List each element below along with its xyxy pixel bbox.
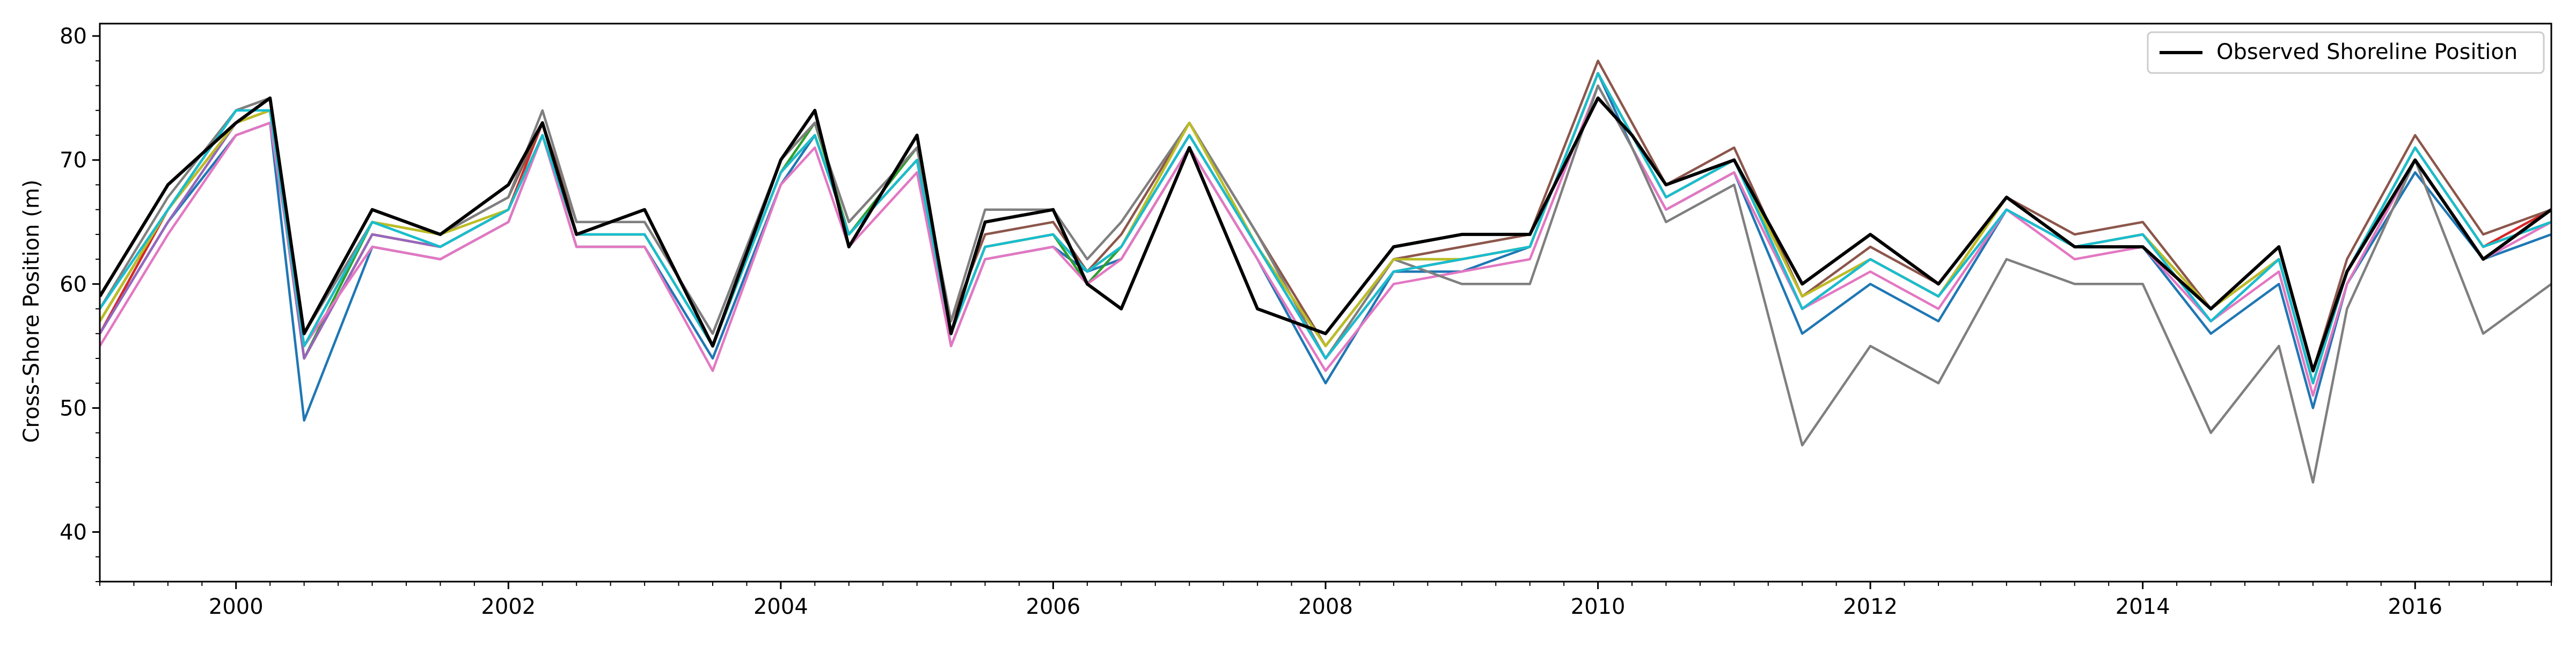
x-tick-label: 2006: [1026, 594, 1081, 619]
series-layer: [100, 60, 2551, 484]
legend-box: [2147, 31, 2545, 74]
x-tick-label: 2000: [209, 594, 264, 619]
x-tick-label: 2002: [481, 594, 536, 619]
series-line-10: [100, 72, 2551, 385]
series-line-0: [100, 96, 2551, 373]
y-tick-label: 70: [60, 148, 87, 173]
legend: Observed Shoreline Position: [2147, 31, 2545, 74]
y-axis-label: Cross-Shore Position (m): [19, 180, 44, 443]
y-tick-label: 60: [60, 272, 87, 297]
y-tick-label: 50: [60, 396, 87, 421]
y-tick-label: 40: [60, 520, 87, 545]
x-tick-label: 2016: [2388, 594, 2442, 619]
legend-label-observed: Observed Shoreline Position: [2216, 40, 2518, 64]
x-tick-label: 2004: [753, 594, 808, 619]
series-line-8: [100, 84, 2551, 484]
axes-layer: 2000 2002 2004 2006 2008 2010 2012 2014 2016 40 50…: [60, 23, 2552, 619]
x-tick-label: 2008: [1298, 594, 1353, 619]
x-tick-label: 2014: [2116, 594, 2170, 619]
y-tick-label: 80: [60, 24, 87, 49]
x-tick-label: 2012: [1843, 594, 1898, 619]
x-tick-label: 2010: [1571, 594, 1626, 619]
series-line-7: [100, 84, 2551, 397]
